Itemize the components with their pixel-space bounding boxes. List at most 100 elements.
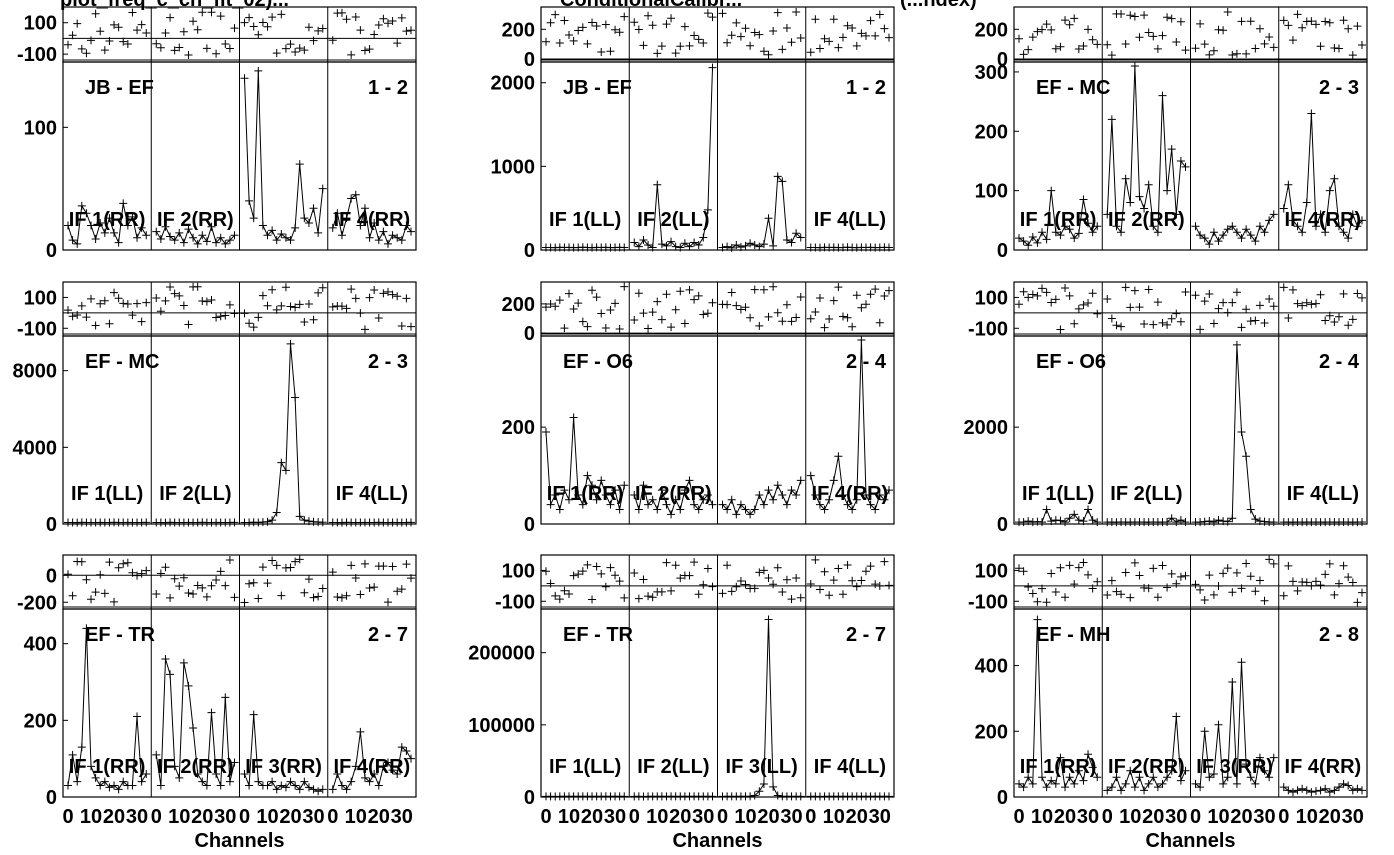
phase-point bbox=[128, 568, 137, 577]
phase-point bbox=[1088, 584, 1097, 593]
phase-point bbox=[1237, 17, 1246, 26]
phase-point bbox=[1107, 576, 1116, 585]
phase-point bbox=[333, 593, 342, 602]
phase-point bbox=[630, 568, 639, 577]
header-fragment: ConditionalCalibr... bbox=[560, 0, 742, 11]
phase-point bbox=[189, 589, 198, 598]
phase-point bbox=[1302, 298, 1311, 307]
x-tick-label: 0 bbox=[629, 806, 640, 828]
phase-point bbox=[347, 285, 356, 294]
if-label: IF 4(LL) bbox=[814, 756, 886, 778]
phase-point bbox=[639, 575, 648, 584]
amp-tick-label: 200 bbox=[975, 721, 1008, 743]
phase-point bbox=[309, 36, 318, 45]
phase-point bbox=[592, 293, 601, 302]
amp-point bbox=[1015, 779, 1023, 788]
phase-point bbox=[811, 308, 820, 317]
phase-point bbox=[1237, 323, 1246, 332]
phase-point bbox=[694, 590, 703, 599]
phase-point bbox=[741, 303, 750, 312]
if-label: IF 1(RR) bbox=[69, 209, 146, 231]
phase-point bbox=[73, 311, 82, 320]
phase-point bbox=[1047, 25, 1056, 34]
phase-point bbox=[184, 588, 193, 597]
phase-point bbox=[388, 562, 397, 571]
phase-point bbox=[1358, 588, 1366, 597]
phase-point bbox=[769, 282, 778, 291]
phase-point bbox=[402, 294, 411, 303]
phase-point bbox=[393, 39, 402, 48]
phase-point bbox=[829, 576, 838, 585]
amp-tick-label: 0 bbox=[524, 514, 535, 536]
phase-point bbox=[690, 295, 699, 304]
x-tick-label: 30 bbox=[1077, 806, 1099, 828]
phase-point bbox=[258, 563, 267, 572]
phase-point bbox=[569, 304, 578, 313]
x-tick-label: 30 bbox=[391, 806, 413, 828]
amp-tick-label: 300 bbox=[975, 62, 1008, 84]
amp-series-line bbox=[810, 246, 890, 249]
phase-point bbox=[1260, 39, 1269, 48]
phase-point bbox=[755, 321, 764, 330]
phase-point bbox=[639, 309, 648, 318]
pair-label: 1 - 2 bbox=[846, 77, 886, 99]
phase-point bbox=[263, 301, 272, 310]
phase-point bbox=[1038, 284, 1047, 293]
phase-point bbox=[825, 591, 834, 600]
x-tick-label: 20 bbox=[581, 806, 603, 828]
phase-point bbox=[1200, 297, 1209, 306]
phase-point bbox=[1344, 24, 1353, 33]
phase-point bbox=[676, 42, 685, 51]
if-label: IF 3(RR) bbox=[245, 756, 322, 778]
phase-point bbox=[379, 562, 388, 571]
phase-point bbox=[703, 564, 712, 573]
phase-point bbox=[1107, 51, 1116, 60]
phase-point bbox=[383, 287, 392, 296]
phase-point bbox=[1117, 590, 1126, 599]
x-tick-label: 30 bbox=[1342, 806, 1364, 828]
phase-point bbox=[736, 577, 745, 586]
phase-point bbox=[1056, 325, 1065, 334]
phase-point bbox=[170, 574, 179, 583]
phase-point bbox=[198, 297, 207, 306]
phase-point bbox=[286, 40, 295, 49]
phase-point bbox=[119, 559, 128, 568]
phase-point bbox=[342, 591, 351, 600]
phase-tick-label: 200 bbox=[502, 294, 535, 316]
phase-point bbox=[351, 573, 360, 582]
x-tick-label: 30 bbox=[302, 806, 324, 828]
phase-point bbox=[1135, 571, 1144, 580]
phase-point bbox=[161, 563, 170, 572]
x-tick-label: 10 bbox=[345, 806, 367, 828]
phase-point bbox=[611, 571, 620, 580]
phase-point bbox=[1339, 16, 1348, 25]
amp-series-line bbox=[1283, 113, 1363, 240]
phase-point bbox=[337, 302, 346, 311]
amp-series-line bbox=[722, 619, 801, 797]
if-label: IF 4(LL) bbox=[1287, 483, 1359, 505]
phase-point bbox=[207, 295, 216, 304]
phase-point bbox=[1232, 49, 1241, 58]
phase-point bbox=[1348, 315, 1357, 324]
amp-series-line bbox=[244, 714, 323, 792]
if-label: IF 3(RR) bbox=[1196, 756, 1273, 778]
phase-point bbox=[680, 22, 689, 31]
phase-point bbox=[370, 30, 379, 39]
x-tick-label: 0 bbox=[717, 806, 728, 828]
phase-tick-label: -100 bbox=[17, 44, 57, 66]
phase-tick-label: -200 bbox=[17, 592, 57, 614]
phase-point bbox=[601, 582, 610, 591]
phase-point bbox=[1140, 320, 1149, 329]
phase-point bbox=[123, 40, 132, 49]
phase-point bbox=[1260, 318, 1269, 327]
phase-point bbox=[1205, 571, 1214, 580]
phase-point bbox=[91, 588, 100, 597]
phase-point bbox=[309, 593, 318, 602]
x-tick-label: 30 bbox=[214, 806, 236, 828]
amp-tick-label: 0 bbox=[997, 514, 1008, 536]
phase-point bbox=[193, 25, 202, 34]
phase-point bbox=[732, 582, 741, 591]
phase-point bbox=[277, 591, 286, 600]
phase-point bbox=[792, 7, 801, 16]
x-axis-title: Channels bbox=[194, 830, 284, 852]
